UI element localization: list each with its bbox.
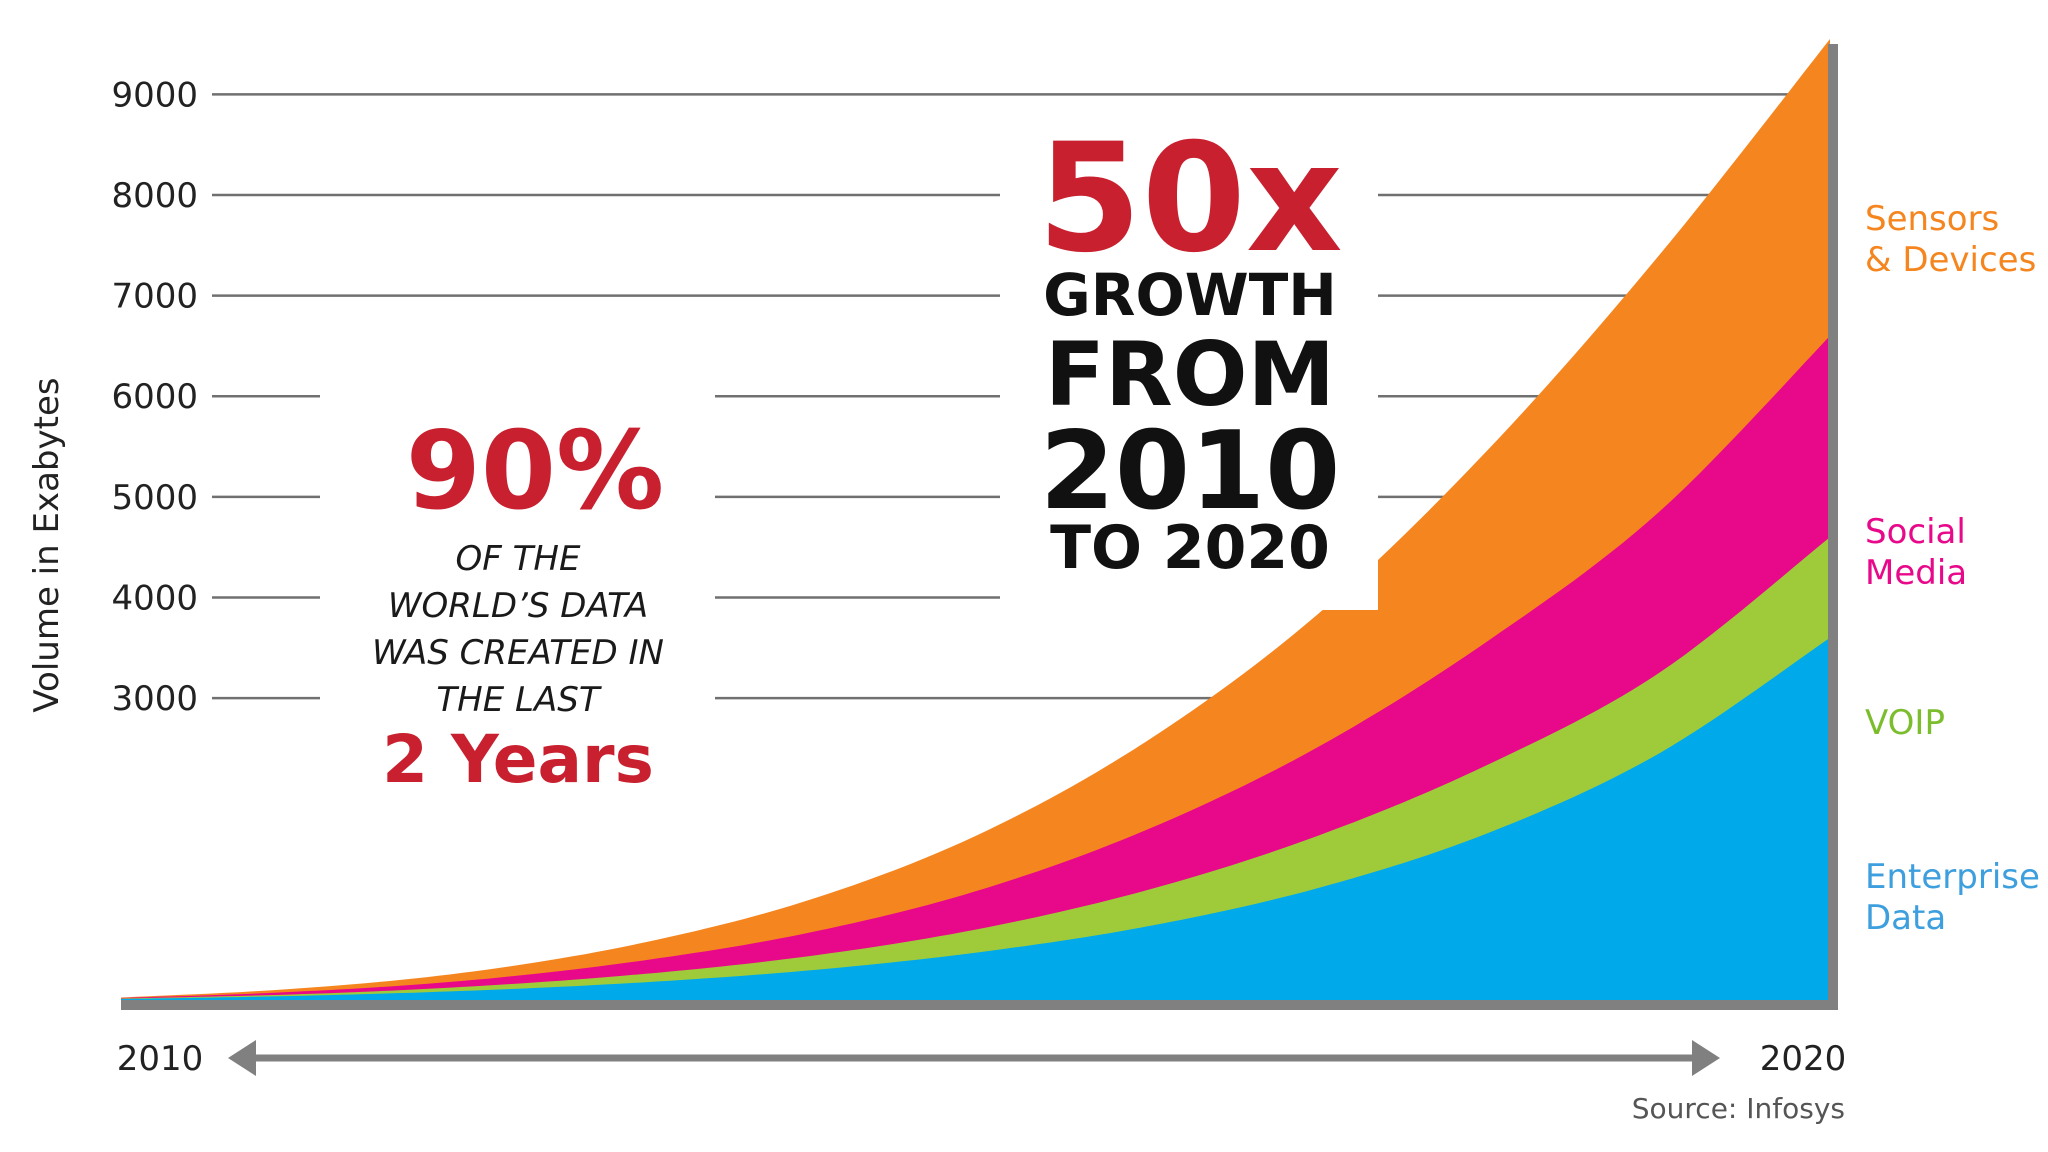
legend-sensors-devices: Sensors & Devices bbox=[1865, 199, 2036, 280]
to-2020: TO 2020 bbox=[1050, 513, 1330, 583]
x-tick-2010: 2010 bbox=[117, 1039, 204, 1079]
year-2010: 2010 bbox=[1040, 409, 1341, 534]
note-line-1: OF THE bbox=[456, 539, 581, 579]
y-tick-8000: 8000 bbox=[111, 176, 198, 216]
legend-voip: VOIP bbox=[1865, 703, 1945, 743]
y-axis-label: Volume in Exabytes bbox=[27, 377, 67, 712]
note-line-3: WAS CREATED IN bbox=[372, 633, 664, 673]
stat-50x: 50x bbox=[1037, 112, 1343, 286]
legend: Sensors & Devices Social Media VOIP Ente… bbox=[1865, 199, 2048, 938]
from-word: FROM bbox=[1045, 323, 1335, 426]
y-tick-4000: 4000 bbox=[111, 578, 198, 618]
y-tick-6000: 6000 bbox=[111, 377, 198, 417]
note-line-4: THE LAST bbox=[436, 680, 601, 720]
growth-word: GROWTH bbox=[1043, 261, 1337, 329]
right-annotation: 50x GROWTH FROM 2010 TO 2020 bbox=[1037, 112, 1343, 583]
note-line-2: WORLD’S DATA bbox=[388, 586, 648, 626]
source-credit: Source: Infosys bbox=[1632, 1092, 1845, 1125]
stacked-areas bbox=[121, 39, 1830, 1000]
y-tick-3000: 3000 bbox=[111, 679, 198, 719]
area-enterprise-data bbox=[121, 637, 1830, 1000]
timeline-arrow bbox=[228, 1040, 1720, 1076]
right-annotation-backdrop bbox=[1000, 110, 1378, 610]
y-tick-9000: 9000 bbox=[111, 75, 198, 115]
left-annotation: 90% OF THE WORLD’S DATA WAS CREATED IN T… bbox=[372, 409, 664, 798]
y-tick-labels: 3000 4000 5000 6000 7000 8000 9000 bbox=[111, 75, 198, 719]
stat-90-percent: 90% bbox=[406, 409, 665, 534]
y-tick-5000: 5000 bbox=[111, 478, 198, 518]
x-tick-2020: 2020 bbox=[1760, 1039, 1847, 1079]
stat-2-years: 2 Years bbox=[382, 721, 654, 798]
legend-social-media: Social Media bbox=[1865, 512, 1977, 593]
legend-enterprise-data: Enterprise Data bbox=[1865, 857, 2048, 938]
left-annotation-backdrop bbox=[320, 390, 715, 810]
y-tick-7000: 7000 bbox=[111, 277, 198, 317]
